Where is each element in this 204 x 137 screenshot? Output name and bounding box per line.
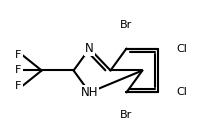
Text: Br: Br xyxy=(120,20,132,30)
Text: F: F xyxy=(15,50,22,60)
Text: F: F xyxy=(15,65,22,75)
Text: NH: NH xyxy=(80,86,98,99)
Text: N: N xyxy=(85,42,93,55)
Text: Br: Br xyxy=(120,110,132,120)
Text: Cl: Cl xyxy=(175,87,186,97)
Text: F: F xyxy=(15,82,22,92)
Text: Cl: Cl xyxy=(175,44,186,54)
